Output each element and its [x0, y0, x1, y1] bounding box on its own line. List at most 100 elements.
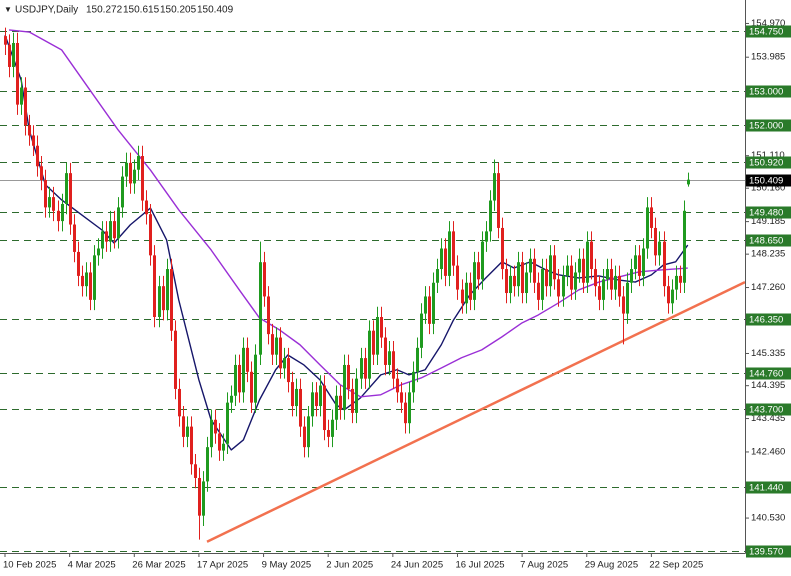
candle-body [89, 272, 92, 300]
y-tick-label: 154.970 [751, 18, 785, 29]
candle-body [32, 135, 35, 146]
candle-body [541, 269, 544, 300]
candle-body [614, 275, 617, 290]
candle-body [675, 275, 678, 290]
x-tick-label: 29 Aug 2025 [585, 560, 638, 571]
candle-body [206, 447, 209, 482]
candle-body [145, 200, 148, 215]
candle-body [380, 317, 383, 338]
candle-body [190, 426, 193, 465]
y-tick-label: 147.260 [751, 282, 785, 293]
candle-body [465, 282, 468, 304]
candle-body [331, 419, 334, 437]
candle-body [525, 272, 528, 294]
candle-body [663, 241, 666, 287]
candle-body [137, 156, 140, 170]
candle-body [85, 272, 88, 287]
candle-body [125, 162, 128, 177]
candle-body [166, 269, 169, 311]
candle-body [566, 265, 569, 276]
candle-body [101, 231, 104, 249]
candle-body [420, 313, 423, 348]
candle-body [388, 351, 391, 365]
candle-body [598, 286, 601, 300]
levels [0, 31, 745, 552]
level-box [746, 367, 791, 380]
x-tick-label: 2 Jun 2025 [326, 560, 373, 571]
candle-body [319, 385, 322, 407]
candle-body [396, 378, 399, 393]
level-box [746, 403, 791, 416]
y-tick-label: 145.335 [751, 348, 785, 359]
header-high: 150.615 [123, 5, 160, 16]
candles [4, 27, 690, 540]
candle-body [141, 156, 144, 201]
level-label: 150.920 [749, 158, 783, 169]
candle-body [267, 296, 270, 335]
header-low: 150.205 [160, 5, 197, 16]
y-tick-label: 153.985 [751, 52, 785, 63]
candle-body [654, 227, 657, 256]
x-tick-label: 26 Mar 2025 [132, 560, 185, 571]
x-tick-label: 4 Mar 2025 [68, 560, 116, 571]
price-boxes: 154.750 153.000 152.000 150.920 149.480 148.6… [746, 25, 791, 558]
level-label: 153.000 [749, 87, 783, 98]
candle-body [671, 289, 674, 304]
candle-body [170, 269, 173, 331]
candle-body [44, 179, 47, 208]
candle-body [582, 258, 585, 283]
candle-body [65, 173, 68, 204]
candle-body [57, 210, 60, 222]
candle-body [646, 207, 649, 249]
candle-body [315, 392, 318, 407]
candle-body [210, 419, 213, 448]
candle-body [283, 358, 286, 369]
candle-body [489, 200, 492, 232]
candle-body [570, 265, 573, 290]
trendline [206, 280, 746, 543]
candle-body [404, 402, 407, 424]
level-box [746, 481, 791, 494]
candle-body [630, 269, 633, 283]
candle-body [263, 262, 266, 297]
candle-body [327, 430, 330, 437]
y-tick-label: 143.435 [751, 413, 785, 424]
candle-body [440, 248, 443, 270]
y-tick-label: 144.395 [751, 380, 785, 391]
candle-body [93, 255, 96, 300]
candle-body [553, 255, 556, 280]
candle-body [392, 351, 395, 379]
candle-body [384, 337, 387, 365]
last-price-box [746, 174, 791, 187]
candle-body [105, 231, 108, 242]
candle-body [642, 248, 645, 276]
level-label: 139.570 [749, 547, 783, 558]
candle-body [557, 279, 560, 297]
candle-body [545, 269, 548, 287]
candle-body [40, 166, 43, 180]
header: ▼ USDJPY,Daily 150.272 150.615 150.205 1… [4, 5, 234, 16]
candle-body [69, 173, 72, 225]
candle-body [246, 347, 249, 372]
candle-body [133, 169, 136, 184]
level-label: 154.750 [749, 27, 783, 38]
level-box [746, 85, 791, 98]
y-tick-label: 148.235 [751, 249, 785, 260]
candle-body [400, 392, 403, 403]
candle-body [481, 241, 484, 280]
level-box [746, 313, 791, 326]
candle-body [121, 176, 124, 208]
candle-body [622, 296, 625, 314]
candle-body [626, 282, 629, 314]
candle-body [473, 262, 476, 300]
candle-body [412, 371, 415, 393]
level-box [746, 156, 791, 169]
candle-body [549, 255, 552, 287]
x-tick-label: 22 Sep 2025 [649, 560, 703, 571]
candle-body [242, 347, 245, 393]
candle-body [52, 197, 55, 211]
candle-body [335, 395, 338, 420]
level-box [746, 206, 791, 219]
x-tick-label: 24 Jun 2025 [391, 560, 443, 571]
candle-body [497, 173, 500, 228]
